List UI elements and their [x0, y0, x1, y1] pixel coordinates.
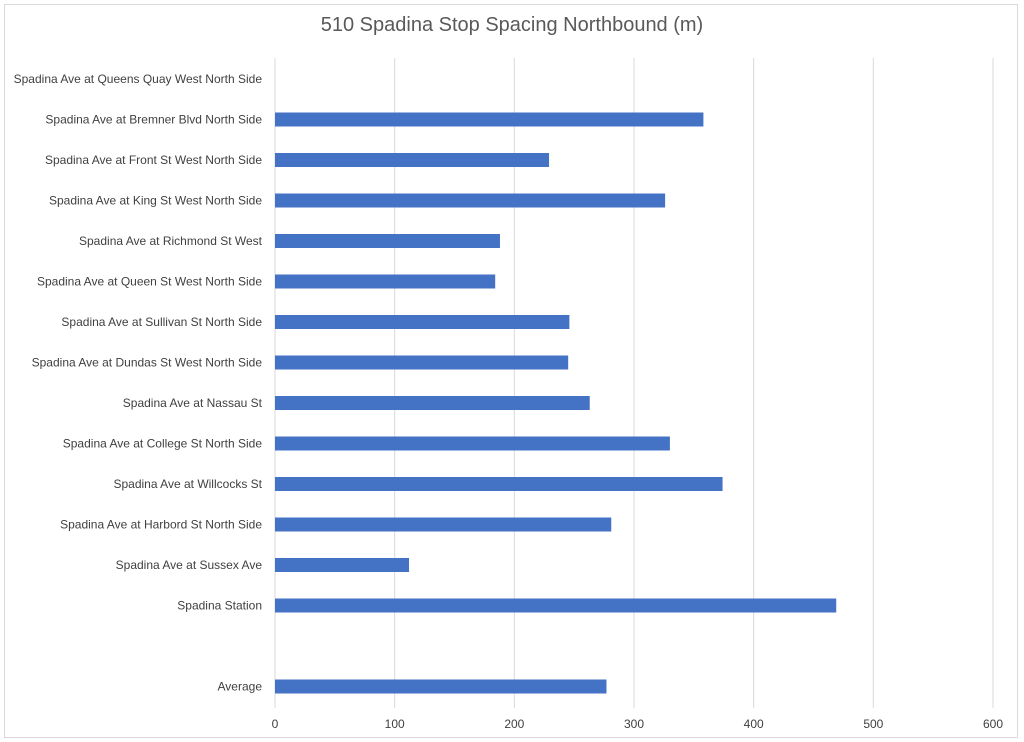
x-tick-label: 200 [504, 717, 524, 731]
category-labels: Spadina Ave at Queens Quay West North Si… [14, 72, 263, 694]
x-tick-label: 500 [863, 717, 883, 731]
x-tick-label: 0 [272, 717, 279, 731]
category-label: Spadina Ave at Queen St West North Side [37, 275, 262, 289]
bar [275, 193, 666, 208]
bar [275, 153, 550, 167]
category-label: Spadina Ave at College St North Side [63, 437, 263, 451]
category-label: Spadina Ave at Richmond St West [79, 234, 263, 248]
bar [275, 558, 410, 572]
category-label: Spadina Ave at Dundas St West North Side [32, 356, 263, 370]
x-tick-label: 600 [983, 717, 1003, 731]
category-label: Spadina Ave at Nassau St [123, 396, 263, 410]
bar [275, 396, 590, 410]
bar [275, 679, 607, 694]
chart-title: 510 Spadina Stop Spacing Northbound (m) [320, 14, 704, 36]
bar [275, 112, 704, 127]
x-tick-labels: 0 100 200 300 400 500 600 [272, 717, 1004, 731]
bar [275, 598, 837, 613]
bar [275, 234, 500, 248]
category-label: Spadina Station [177, 599, 262, 613]
category-label: Average [218, 680, 263, 694]
category-label: Spadina Ave at King St West North Side [49, 194, 262, 208]
x-tick-label: 400 [744, 717, 764, 731]
category-label: Spadina Ave at Bremner Blvd North Side [45, 113, 262, 127]
bar [275, 315, 570, 329]
x-tick-label: 300 [624, 717, 644, 731]
x-tick-label: 100 [385, 717, 405, 731]
category-label: Spadina Ave at Sullivan St North Side [61, 315, 262, 329]
category-label: Spadina Ave at Queens Quay West North Si… [14, 72, 263, 86]
bar [275, 355, 569, 370]
bar [275, 517, 612, 532]
bar [275, 436, 670, 451]
category-label: Spadina Ave at Willcocks St [113, 477, 262, 491]
category-label: Spadina Ave at Harbord St North Side [60, 518, 262, 532]
bar [275, 274, 496, 289]
bar [275, 477, 723, 491]
category-label: Spadina Ave at Sussex Ave [116, 558, 263, 572]
bars [275, 112, 837, 694]
category-label: Spadina Ave at Front St West North Side [45, 153, 262, 167]
